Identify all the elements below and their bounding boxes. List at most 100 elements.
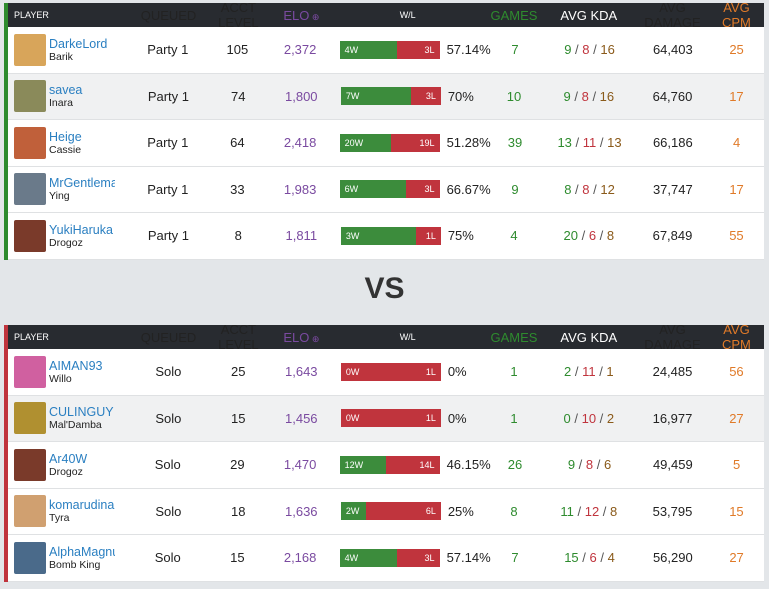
header-player[interactable]: PLAYER — [14, 332, 49, 342]
win-loss-cell: 12W 14L 46.15% — [328, 455, 491, 474]
queued-value: Solo — [154, 457, 181, 473]
avg-damage: 67,849 — [652, 228, 693, 244]
avg-damage: 53,795 — [652, 503, 693, 519]
kda-assists: 12 — [600, 181, 615, 197]
header-cpm[interactable]: AVG CPM — [721, 0, 751, 30]
elo-value: 2,372 — [283, 42, 317, 58]
champion-name: Mal'Damba — [49, 419, 102, 432]
losses-segment: 1L — [415, 226, 441, 245]
kda-separator: / — [588, 88, 600, 104]
avg-cpm: 56 — [729, 364, 744, 380]
info-icon[interactable]: ⊕ — [309, 11, 320, 22]
header-level[interactable]: ACCT LEVEL — [218, 322, 259, 352]
kda-separator: / — [575, 457, 586, 473]
win-rate: 25% — [447, 503, 474, 519]
elo-value: 1,470 — [283, 457, 317, 473]
kda-separator: / — [571, 181, 583, 197]
kda-separator: / — [596, 135, 608, 151]
champion-avatar — [14, 33, 46, 66]
kda-kills: 9 — [567, 457, 576, 473]
avg-damage: 66,186 — [652, 135, 693, 151]
kda-separator: / — [599, 503, 611, 519]
win-rate: 70% — [447, 88, 474, 104]
header-kda[interactable]: AVG KDA — [560, 329, 618, 345]
elo-value: 2,168 — [283, 550, 317, 566]
win-loss-cell: 7W 3L 70% — [329, 87, 487, 106]
avg-cpm: 25 — [729, 42, 744, 58]
avg-kda: 9 / 8 / 16 — [542, 42, 636, 57]
player-name-link[interactable]: YukiHaruka — [49, 222, 113, 237]
win-rate: 57.14% — [446, 42, 491, 58]
player-names: savea Inara — [49, 83, 115, 109]
games-count: 8 — [510, 503, 518, 519]
games-count: 1 — [510, 364, 518, 380]
player-name-link[interactable]: CULINGUY — [49, 405, 114, 420]
champion-name: Inara — [49, 97, 73, 110]
blue-team-table: PLAYER QUEUED ACCT LEVEL ELO ⊕ W/L GAMES AVG K… — [4, 0, 764, 260]
player-name-link[interactable]: komarudina — [49, 498, 115, 513]
account-level: 18 — [231, 503, 246, 519]
losses-segment: 1L — [340, 362, 441, 381]
vs-label: VS — [364, 272, 405, 305]
header-cpm[interactable]: AVG CPM — [721, 322, 751, 352]
win-rate: 51.28% — [446, 135, 491, 151]
header-wl[interactable]: W/L — [399, 332, 416, 342]
win-loss-bar: 12W 14L — [339, 455, 440, 474]
header-games[interactable]: GAMES — [490, 329, 538, 345]
header-kda[interactable]: AVG KDA — [560, 7, 618, 23]
player-name-link[interactable]: AIMAN93 — [49, 358, 103, 373]
header-games[interactable]: GAMES — [490, 7, 538, 23]
win-loss-cell: 3W 1L 75% — [329, 226, 487, 245]
kda-separator: / — [589, 181, 601, 197]
kda-separator: / — [570, 410, 582, 426]
avg-damage: 56,290 — [652, 550, 693, 566]
player-names: MrGentlemanYing — [49, 176, 115, 202]
kda-kills: 9 — [563, 88, 571, 104]
queued-value: Party 1 — [147, 228, 189, 244]
player-name-link[interactable]: DarkeLord — [49, 36, 108, 51]
avg-kda: 9 / 8 / 6 — [542, 457, 636, 472]
player-name-link[interactable]: Ar40W — [49, 451, 88, 466]
player-name-link[interactable]: MrGentleman — [49, 176, 115, 191]
elo-value: 1,636 — [285, 503, 318, 519]
games-count: 9 — [511, 181, 519, 197]
header-wl[interactable]: W/L — [399, 10, 416, 20]
avg-cpm: 55 — [729, 228, 744, 244]
player-name-link[interactable]: Heige — [49, 129, 82, 144]
header-queued[interactable]: QUEUED — [140, 7, 197, 23]
avg-kda: 13 / 11 / 13 — [542, 135, 636, 150]
header-damage[interactable]: AVG DAMAGE — [644, 322, 701, 352]
player-names: Heige Cassie — [49, 130, 115, 156]
player-names: Ar40W Drogoz — [49, 452, 115, 478]
kda-separator: / — [573, 503, 585, 519]
header-queued[interactable]: QUEUED — [140, 329, 197, 345]
player-cell: AIMAN93 Willo — [8, 355, 134, 388]
kda-separator: / — [577, 228, 589, 244]
header-level[interactable]: ACCT LEVEL — [218, 0, 259, 30]
avg-damage: 16,977 — [652, 410, 693, 426]
games-count: 39 — [507, 135, 523, 151]
kda-assists: 8 — [606, 228, 615, 244]
player-name-link[interactable]: AlphaMagnus — [49, 544, 115, 559]
header-elo[interactable]: ELO ⊕ — [283, 329, 320, 345]
queued-value: Party 1 — [147, 181, 189, 197]
avg-kda: 11 / 12 / 8 — [542, 504, 636, 519]
kda-kills: 20 — [563, 228, 578, 244]
player-row: YukiHaruka Drogoz Party 1 8 1,811 3W 1L 75% 4 20 … — [8, 213, 764, 260]
win-loss-bar: 4W 3L — [339, 548, 440, 567]
champion-avatar — [14, 495, 46, 528]
player-name-link[interactable]: savea — [49, 83, 83, 98]
header-player[interactable]: PLAYER — [14, 10, 49, 20]
champion-name: Barik — [49, 50, 73, 63]
header-elo[interactable]: ELO ⊕ — [283, 7, 320, 23]
win-loss-bar: 0W 1L — [340, 362, 441, 381]
win-loss-bar: 4W 3L — [339, 40, 440, 59]
avg-kda: 8 / 8 / 12 — [542, 182, 636, 197]
queued-value: Solo — [155, 364, 182, 380]
kda-separator: / — [596, 550, 608, 566]
account-level: 15 — [230, 550, 245, 566]
info-icon[interactable]: ⊕ — [309, 333, 320, 344]
elo-value: 1,811 — [285, 228, 318, 244]
champion-name: Drogoz — [49, 236, 83, 249]
header-damage[interactable]: AVG DAMAGE — [644, 0, 701, 30]
